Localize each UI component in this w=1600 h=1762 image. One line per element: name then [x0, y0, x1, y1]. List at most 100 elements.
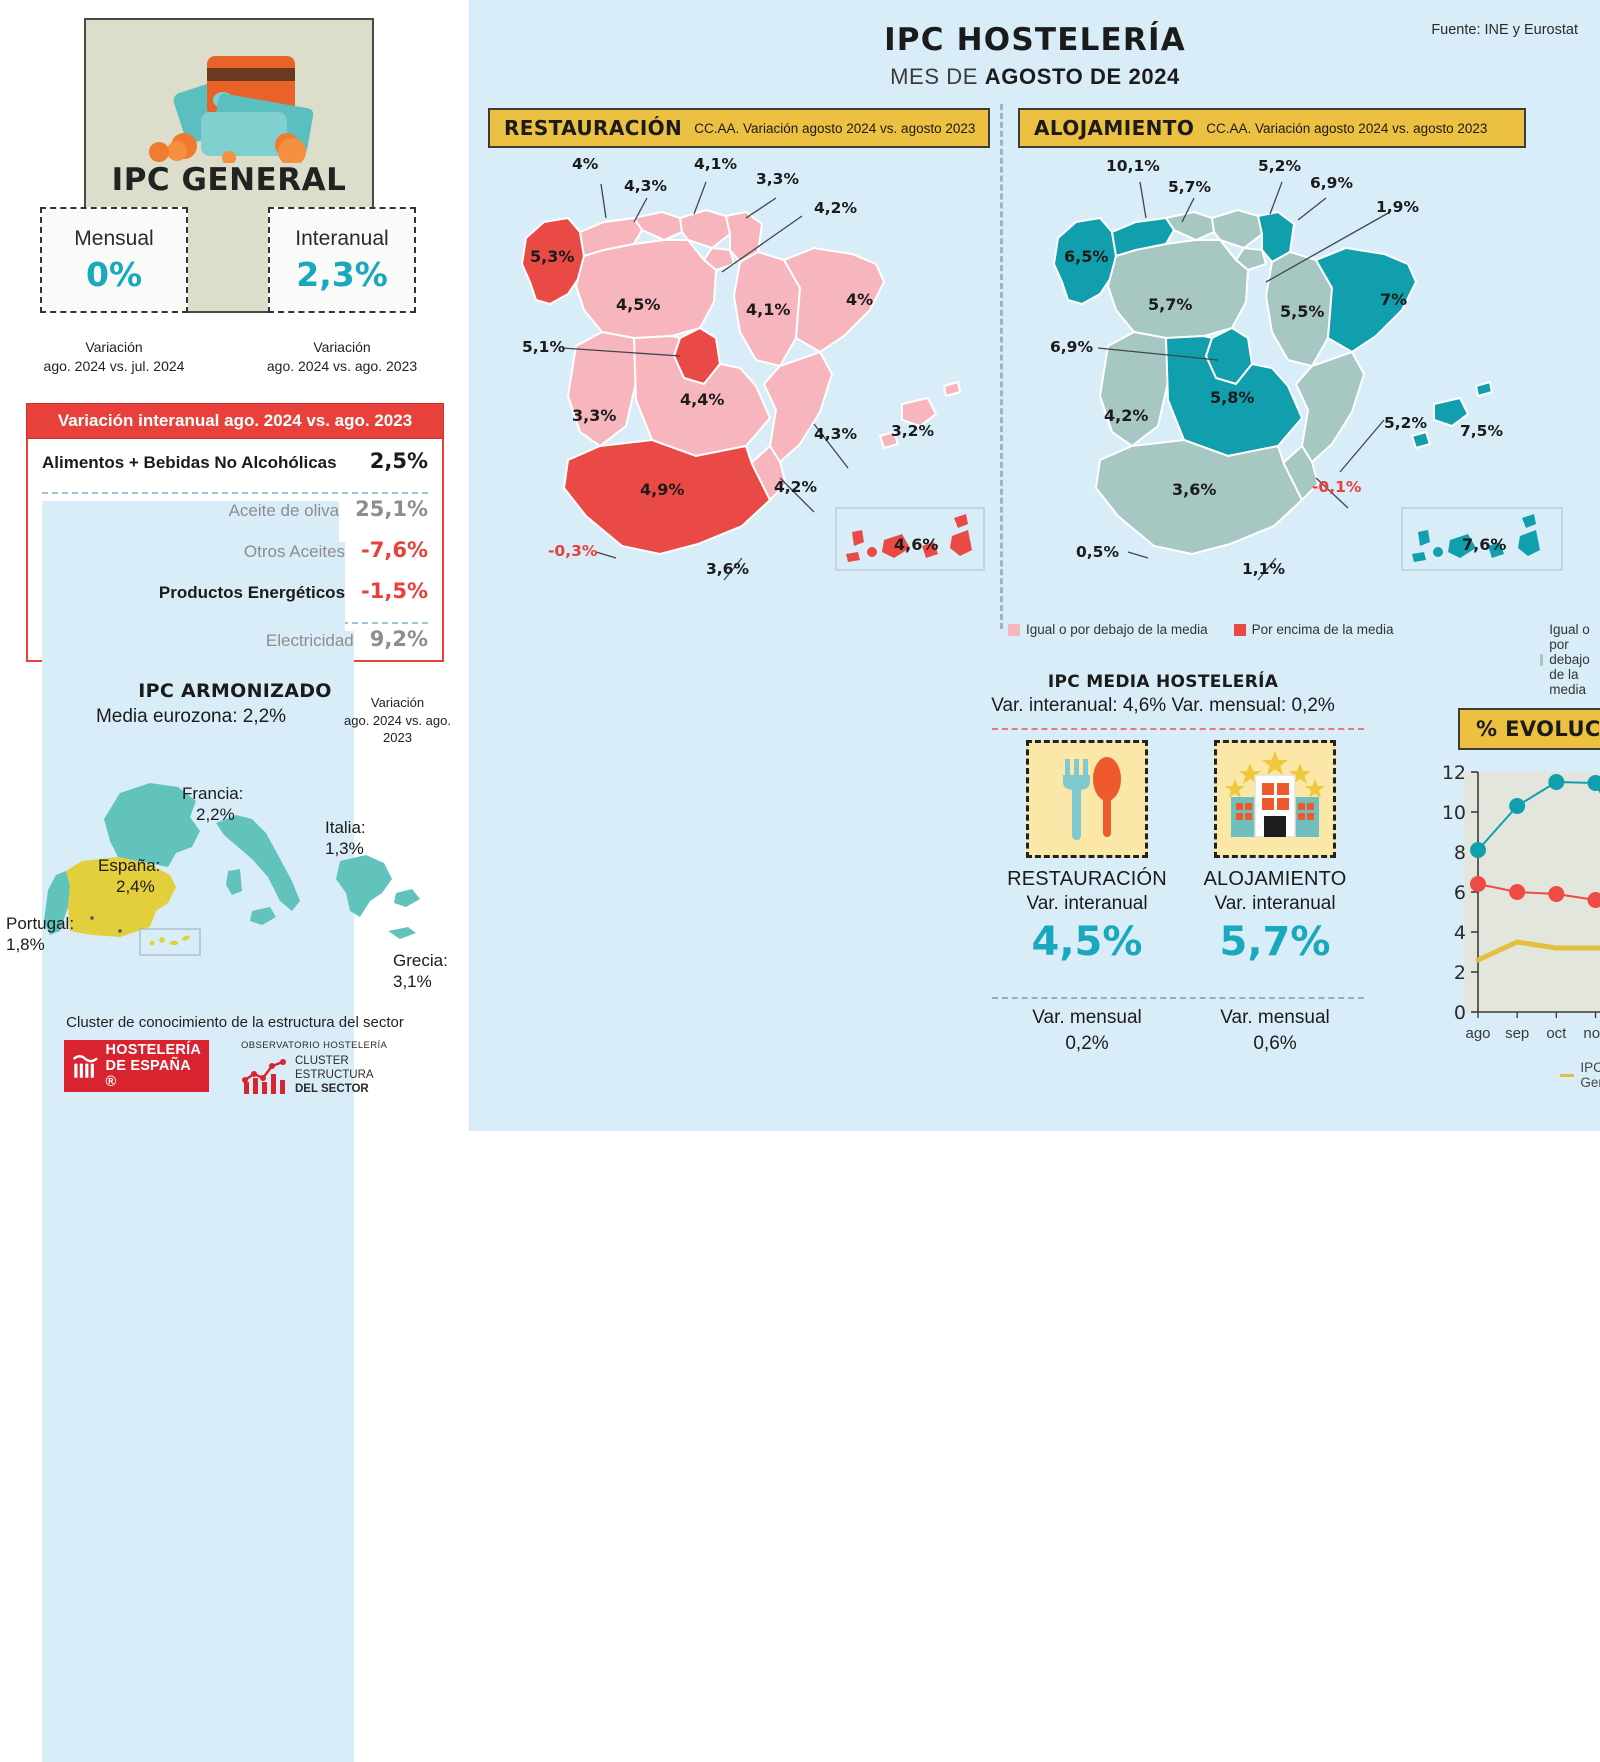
- stat-interanual-label: Interanual: [295, 227, 388, 251]
- wallet-card-coins-icon: [129, 38, 329, 168]
- band-title: RESTAURACIÓN: [504, 116, 682, 140]
- legend-line-ipc-general: [1560, 1074, 1574, 1077]
- row-value: 9,2%: [370, 627, 428, 651]
- legend-label-ipc-general: IPC General: [1580, 1060, 1600, 1090]
- maps-divider: [1000, 104, 1003, 629]
- caption-line-1: Variación: [14, 338, 214, 357]
- map-value-canarias: 4,6%: [894, 535, 938, 554]
- alojamiento-map: 10,1% 5,7% 5,2% 6,9% 1,9% 6,9% 5,2% -0,1…: [1010, 160, 1590, 630]
- map-value-andalucia: 3,6%: [1172, 480, 1216, 499]
- region-castilla-leon: [1108, 240, 1248, 338]
- caption-line-2: ago. 2024 vs. jul. 2024: [14, 357, 214, 376]
- eu-label-portugal: Portugal: 1,8%: [6, 913, 74, 956]
- svg-text:4: 4: [1454, 922, 1466, 944]
- source-note: Fuente: INE y Eurostat: [1431, 22, 1578, 38]
- media-restauracion-value: 4,5%: [994, 919, 1180, 965]
- map-value-aragon: 5,5%: [1280, 302, 1324, 321]
- region-cantabria: [1166, 212, 1214, 240]
- map-region-aegean: [388, 927, 416, 939]
- evolution-chart: 024681012agosepoctnovdicenefebmarabrmayj…: [1430, 760, 1600, 1060]
- ipc-general-title: IPC GENERAL: [86, 162, 372, 198]
- media-restauracion-name: RESTAURACIÓN: [994, 868, 1180, 891]
- mensual-label: Var. mensual: [1182, 1005, 1368, 1031]
- svg-text:10: 10: [1442, 802, 1466, 824]
- caption-line-2: ago. 2024 vs. ago. 2023: [242, 357, 442, 376]
- map-label-navarra: 3,3%: [756, 170, 799, 188]
- right-panel: IPC HOSTELERÍA MES DE AGOSTO DE 2024 Fue…: [470, 0, 1600, 1131]
- table-row: Alimentos + Bebidas No Alcohólicas 2,5%: [42, 449, 428, 490]
- map-region-sardinia: [226, 869, 242, 895]
- media-restauracion-col: RESTAURACIÓN Var. interanual 4,5%: [994, 740, 1180, 965]
- evolution-title: % EVOLUCIÓN INTERANUAL: [1476, 717, 1600, 741]
- caption-line-1: Variación: [242, 338, 442, 357]
- map-label-madrid: 5,1%: [522, 338, 565, 356]
- logo-text: HOSTELERÍA DE ESPAÑA ®: [106, 1042, 201, 1091]
- stat-interanual-caption: Variación ago. 2024 vs. ago. 2023: [242, 338, 442, 376]
- country-value: 3,1%: [393, 972, 432, 991]
- map-label-melilla: 3,6%: [706, 560, 749, 578]
- observatorio-label: OBSERVATORIO HOSTELERÍA: [241, 1040, 406, 1051]
- legend-label-below: Igual o por debajo de la media: [1549, 622, 1598, 697]
- map-label-valenciana: 5,2%: [1384, 414, 1427, 432]
- map-region-greece: [336, 855, 392, 917]
- svg-text:12: 12: [1442, 762, 1466, 784]
- eu-label-grecia: Grecia: 3,1%: [393, 950, 448, 993]
- svg-text:oct: oct: [1546, 1025, 1567, 1042]
- map-region-italy: [216, 815, 300, 911]
- media-alojamiento-col: ALOJAMIENTO Var. interanual 5,7%: [1182, 740, 1368, 965]
- svg-text:ago: ago: [1465, 1025, 1490, 1042]
- map-label-melilla: 1,1%: [1242, 560, 1285, 578]
- logo-hosteleria-de-espana: HOSTELERÍA DE ESPAÑA ®: [64, 1040, 209, 1092]
- media-alojamiento-value: 5,7%: [1182, 919, 1368, 965]
- map-value-canarias: 7,6%: [1462, 535, 1506, 554]
- row-value: 2,5%: [370, 449, 428, 473]
- region-valenciana: [764, 352, 832, 462]
- eu-label-francia: Francia: 2,2%: [182, 783, 243, 826]
- europe-map: Francia: 2,2% España: 2,4% Italia: 1,3% …: [0, 735, 470, 1000]
- logo-line-1: HOSTELERÍA: [106, 1042, 201, 1058]
- infographic-page: IPC GENERAL Mensual 0% Interanual 2,3% V…: [0, 0, 1600, 1131]
- mensual-value: 0,2%: [994, 1031, 1180, 1057]
- mensual-label: Var. mensual: [994, 1005, 1180, 1031]
- region-menorca: [944, 382, 960, 396]
- map-value-castilla-la-mancha: 5,8%: [1210, 388, 1254, 407]
- svg-text:nov: nov: [1583, 1025, 1600, 1042]
- table-row: Electricidad 9,2%: [42, 627, 428, 668]
- cluster-line-1: CLUSTER: [295, 1054, 374, 1068]
- map-label-asturias: 10,1%: [1106, 157, 1160, 175]
- stat-mensual: Mensual 0%: [40, 207, 188, 313]
- variation-table: Alimentos + Bebidas No Alcohólicas 2,5% …: [26, 439, 444, 662]
- map-label-pais-vasco: 5,2%: [1258, 157, 1301, 175]
- legend-swatch-below: [1540, 654, 1543, 666]
- map-label-la-rioja: 1,9%: [1376, 198, 1419, 216]
- media-alojamiento-var-label: Var. interanual: [1182, 893, 1368, 915]
- map-label-asturias: 4%: [572, 155, 598, 173]
- subtitle-bold: AGOSTO DE 2024: [985, 64, 1180, 89]
- row-value: 25,1%: [355, 497, 428, 521]
- legend-item-ipc-general: IPC General: [1560, 1060, 1600, 1090]
- logo-line-2: DE ESPAÑA ®: [106, 1058, 201, 1090]
- band-subtitle: CC.AA. Variación agosto 2024 vs. agosto …: [694, 121, 975, 136]
- region-ibiza: [1412, 432, 1430, 448]
- map-label-murcia: 4,2%: [774, 478, 817, 496]
- map-label-baleares: 3,2%: [891, 422, 934, 440]
- media-hosteleria-divider-top: [992, 728, 1364, 730]
- subtitle-pre: MES DE: [890, 64, 985, 89]
- mensual-value: 0,6%: [1182, 1031, 1368, 1057]
- cluster-logo-text: CLUSTER ESTRUCTURA DEL SECTOR: [295, 1054, 374, 1096]
- map-label-navarra: 6,9%: [1310, 174, 1353, 192]
- media-alojamiento-mensual: Var. mensual 0,6%: [1182, 1005, 1368, 1056]
- left-panel: IPC GENERAL Mensual 0% Interanual 2,3% V…: [0, 0, 470, 1131]
- cluster-caption: Cluster de conocimiento de la estructura…: [0, 1014, 470, 1031]
- region-valenciana: [1296, 352, 1364, 462]
- eu-label-espana: España: 2,4%: [98, 855, 160, 898]
- stat-mensual-value: 0%: [86, 255, 142, 294]
- map-label-valenciana: 4,3%: [814, 425, 857, 443]
- cluster-line-2: ESTRUCTURA: [295, 1068, 374, 1082]
- map-region-crete: [394, 889, 420, 907]
- evolution-legend: IPC General Restauración Alojamiento: [1560, 1060, 1600, 1090]
- media-restauracion-var-label: Var. interanual: [994, 893, 1180, 915]
- map-value-castilla-leon: 4,5%: [616, 295, 660, 314]
- region-castilla-leon: [576, 240, 716, 338]
- band-subtitle: CC.AA. Variación agosto 2024 vs. agosto …: [1206, 121, 1487, 136]
